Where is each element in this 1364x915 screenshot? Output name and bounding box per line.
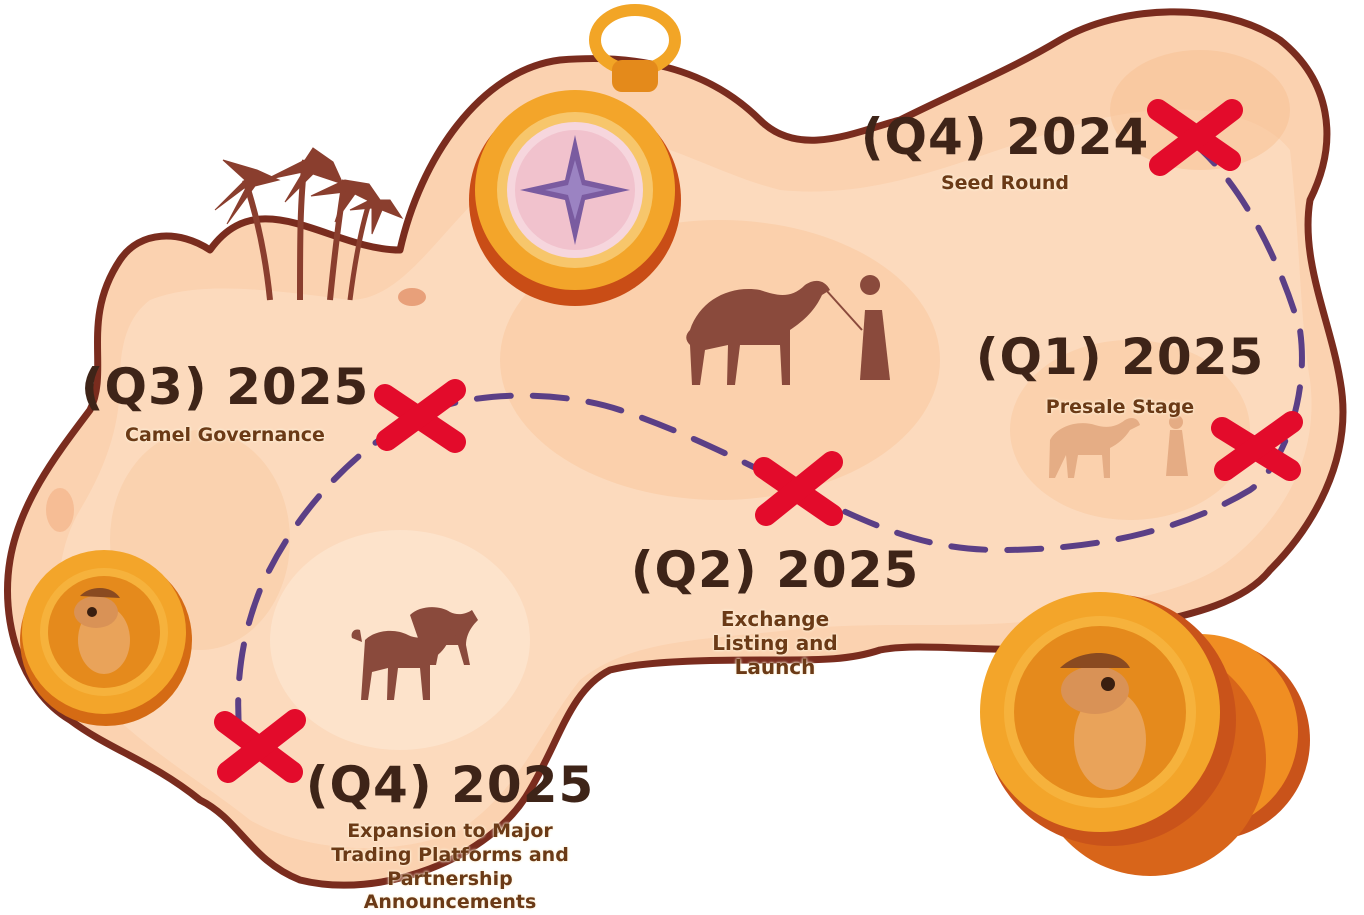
milestone-description: Exchange Listing and Launch [712, 607, 838, 679]
milestone-quarter: (Q1) 2025 [975, 328, 1265, 386]
terrain-spot [46, 488, 74, 532]
milestone-description: Camel Governance [125, 424, 325, 446]
x-marker-icon [1211, 411, 1303, 481]
x-marker-icon [1147, 99, 1243, 176]
x-marker-icon [374, 379, 466, 453]
milestone-quarter: (Q2) 2025 [630, 541, 920, 599]
milestone-q4-2025: (Q4) 2025 Expansion to Major Trading Pla… [300, 760, 600, 915]
milestone-quarter: (Q4) 2024 [860, 108, 1150, 166]
milestone-q4-2024: (Q4) 2024 Seed Round [860, 112, 1150, 195]
milestone-description: Expansion to Major Trading Platforms and… [331, 820, 569, 914]
milestone-q2-2025: (Q2) 2025 Exchange Listing and Launch [625, 545, 925, 679]
x-marker-icon [753, 451, 843, 526]
terrain-patch [1110, 50, 1290, 170]
compass-icon [469, 4, 681, 306]
milestone-q3-2025: (Q3) 2025 Camel Governance [80, 362, 370, 447]
camel-coin-icon [980, 592, 1310, 876]
terrain-spot [398, 288, 426, 306]
x-marker-icon [214, 709, 306, 783]
milestone-quarter: (Q4) 2025 [305, 756, 595, 814]
camel-caravan-icon [351, 607, 478, 700]
camel-coin-icon [20, 550, 192, 726]
palm-trees-icon [214, 147, 404, 301]
milestone-quarter: (Q3) 2025 [80, 358, 370, 416]
milestone-description: Presale Stage [1045, 396, 1195, 418]
camel-caravan-icon [686, 275, 890, 385]
camel-caravan-icon [1049, 415, 1188, 478]
milestone-description: Seed Round [940, 172, 1069, 194]
milestone-q1-2025: (Q1) 2025 Presale Stage [975, 332, 1265, 419]
